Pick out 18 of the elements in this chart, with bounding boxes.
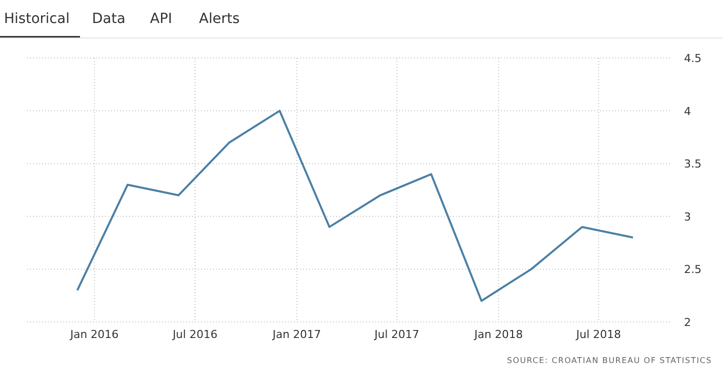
y-tick-label: 3 [684,210,691,224]
x-tick-label: Jan 2016 [69,328,119,341]
source-note: SOURCE: CROATIAN BUREAU OF STATISTICS [507,356,712,365]
x-tick-label: Jan 2018 [473,328,523,341]
x-tick-label: Jul 2017 [373,328,420,341]
y-tick-label: 2 [684,316,691,329]
text: Alerts [199,11,240,27]
x-tick-label: Jan 2017 [272,328,322,341]
line-series [76,110,634,302]
x-tick-label: Jul 2018 [575,328,622,341]
y-tick-label: 2.5 [684,263,702,276]
y-tick-label: 4.5 [684,52,702,65]
y-tick-label: 4 [684,104,691,118]
y-tick-label: 3.5 [684,158,702,171]
text: Historical [4,11,70,27]
text: Data [92,11,126,27]
x-tick-label: Jul 2016 [172,328,218,341]
text: API [150,11,172,27]
